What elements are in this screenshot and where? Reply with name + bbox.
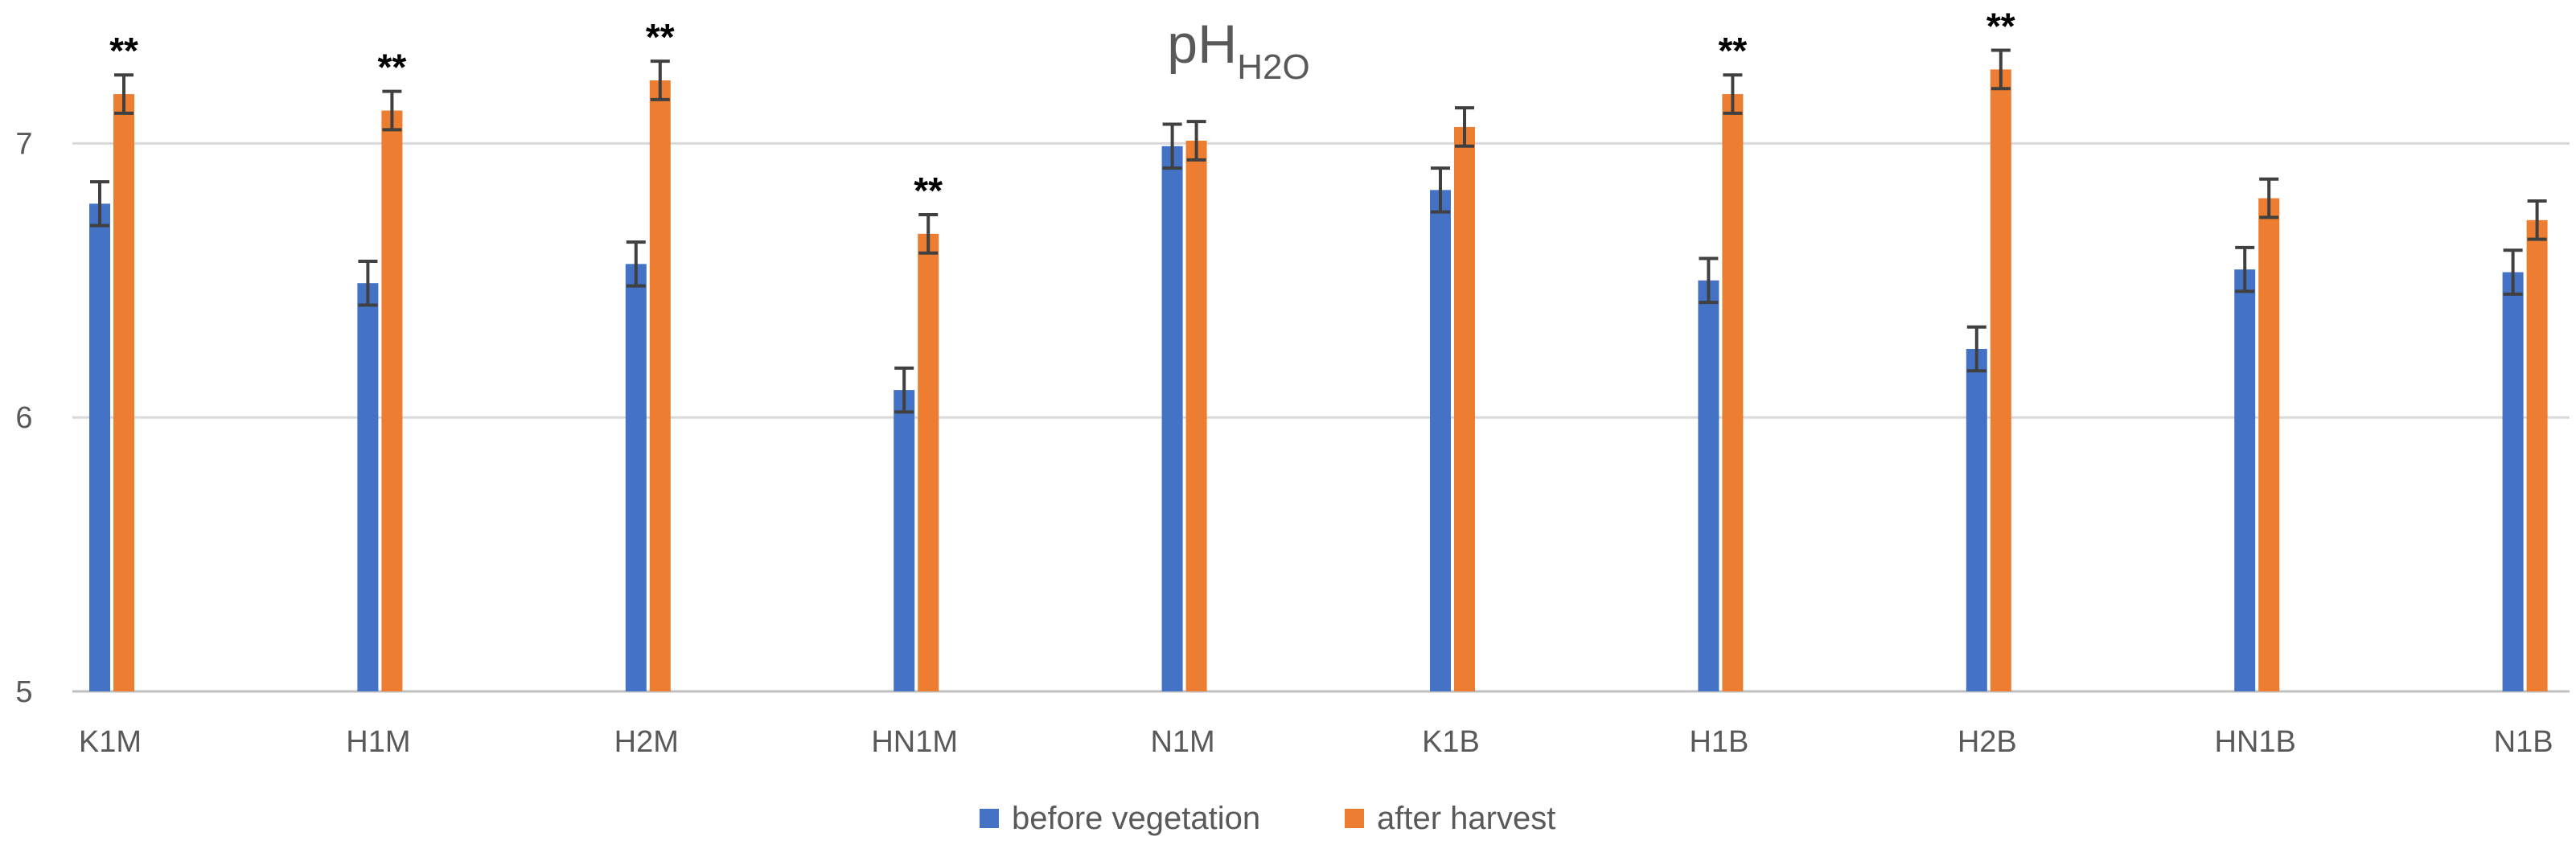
error-bar-after-harvest-HN1B bbox=[2259, 177, 2279, 219]
y-tick-label: 6 bbox=[15, 401, 32, 435]
x-tick-label: H1B bbox=[1689, 725, 1748, 759]
bar-after-harvest-K1B bbox=[1454, 126, 1475, 691]
error-bar-before-vegetation-H2B bbox=[1966, 325, 1986, 373]
axis-layer: 5 6 7 K1M H1M H2M HN1M N1M K1B H1B H2B HN1B N1B bbox=[15, 127, 2553, 759]
error-bar-after-harvest-H2M bbox=[650, 59, 670, 101]
bar-before-vegetation-K1M bbox=[89, 203, 110, 692]
chart-title-subscript: H2O bbox=[1237, 47, 1309, 87]
x-tick-label: H2B bbox=[1958, 725, 2017, 759]
bar-before-vegetation-HN1M bbox=[894, 390, 915, 691]
bar-before-vegetation-N1B bbox=[2502, 272, 2524, 691]
significance-marker: ** bbox=[1986, 6, 2015, 47]
error-bar-after-harvest-H2B bbox=[1991, 48, 2011, 91]
bar-after-harvest-H1M bbox=[381, 110, 403, 691]
x-tick-label: N1B bbox=[2494, 725, 2553, 759]
significance-marker: ** bbox=[914, 170, 943, 211]
bar-after-harvest-H2B bbox=[1990, 69, 2011, 691]
grid-layer bbox=[72, 141, 2570, 693]
bar-after-harvest-HN1B bbox=[2258, 198, 2280, 691]
bar-layer: ** ** ** ** ** ** bbox=[89, 6, 2548, 692]
error-bar-after-harvest-H1B bbox=[1723, 73, 1743, 115]
error-bar-before-vegetation-H1M bbox=[358, 259, 378, 307]
legend: before vegetation after harvest bbox=[980, 801, 1555, 836]
significance-marker: ** bbox=[646, 16, 675, 58]
chart-title-main: pH bbox=[1167, 14, 1237, 75]
legend-label: before vegetation bbox=[1012, 801, 1260, 836]
chart-title: pHH2O bbox=[1167, 14, 1309, 87]
error-bar-before-vegetation-HN1M bbox=[894, 366, 914, 414]
error-bar-before-vegetation-HN1B bbox=[2235, 245, 2255, 293]
y-tick-label: 7 bbox=[15, 127, 32, 161]
legend-swatch bbox=[980, 809, 999, 828]
x-tick-label: K1M bbox=[79, 725, 142, 759]
error-bar-before-vegetation-N1B bbox=[2503, 248, 2523, 296]
legend-label: after harvest bbox=[1377, 801, 1555, 836]
error-bar-after-harvest-H1M bbox=[382, 89, 402, 132]
error-bar-before-vegetation-K1B bbox=[1431, 166, 1450, 214]
bar-before-vegetation-N1M bbox=[1161, 146, 1183, 692]
significance-marker: ** bbox=[1718, 30, 1747, 72]
error-bar-before-vegetation-N1M bbox=[1162, 122, 1182, 170]
bar-before-vegetation-H1M bbox=[357, 283, 379, 691]
significance-marker: ** bbox=[377, 47, 406, 88]
bar-after-harvest-N1B bbox=[2526, 219, 2548, 692]
bar-before-vegetation-HN1B bbox=[2234, 269, 2256, 692]
error-bar-after-harvest-N1M bbox=[1186, 120, 1206, 162]
bar-after-harvest-H2M bbox=[649, 80, 671, 692]
bar-before-vegetation-K1B bbox=[1430, 190, 1451, 691]
bar-before-vegetation-H2B bbox=[1966, 349, 1987, 691]
bar-before-vegetation-H2M bbox=[625, 264, 647, 691]
error-bar-before-vegetation-K1M bbox=[90, 180, 109, 228]
y-tick-label: 5 bbox=[15, 675, 32, 709]
error-bar-after-harvest-K1B bbox=[1455, 106, 1474, 148]
x-tick-label: HN1M bbox=[871, 725, 958, 759]
error-bar-after-harvest-K1M bbox=[114, 73, 134, 115]
bar-after-harvest-K1M bbox=[113, 94, 134, 691]
error-bar-before-vegetation-H2M bbox=[626, 240, 646, 288]
bar-before-vegetation-H1B bbox=[1698, 280, 1719, 691]
error-bar-before-vegetation-H1B bbox=[1699, 256, 1719, 305]
significance-marker: ** bbox=[109, 30, 138, 72]
bar-after-harvest-N1M bbox=[1185, 140, 1207, 691]
error-bar-after-harvest-HN1M bbox=[918, 213, 939, 255]
bar-after-harvest-H1B bbox=[1722, 94, 1744, 691]
x-tick-label: HN1B bbox=[2215, 725, 2296, 759]
x-tick-label: H1M bbox=[346, 725, 410, 759]
legend-item-after-harvest: after harvest bbox=[1345, 801, 1555, 836]
legend-swatch bbox=[1345, 809, 1364, 828]
x-tick-label: N1M bbox=[1150, 725, 1214, 759]
x-tick-label: H2M bbox=[614, 725, 679, 759]
error-bar-after-harvest-N1B bbox=[2527, 199, 2547, 241]
bar-after-harvest-HN1M bbox=[918, 233, 939, 691]
legend-item-before-vegetation: before vegetation bbox=[980, 801, 1260, 836]
x-tick-label: K1B bbox=[1422, 725, 1480, 759]
